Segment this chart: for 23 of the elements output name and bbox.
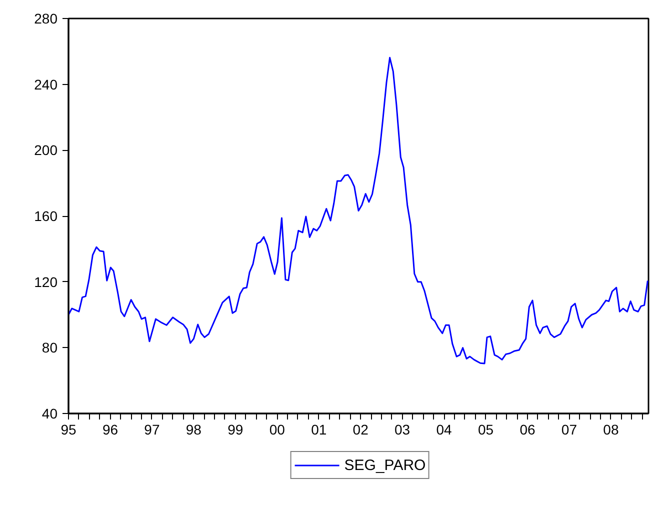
y-tick-label: 240 <box>34 76 58 92</box>
x-tick-label: 05 <box>478 422 494 438</box>
y-tick-label: 200 <box>34 142 58 158</box>
line-series <box>68 56 648 364</box>
x-tick-label: 08 <box>603 422 619 438</box>
x-tick-label: 03 <box>394 422 410 438</box>
x-tick-label: 02 <box>352 422 369 438</box>
x-tick-label: 01 <box>311 422 327 438</box>
x-tick-label: 97 <box>144 422 160 438</box>
legend-label: SEG_PARO <box>344 456 426 474</box>
x-tick-label: 95 <box>60 422 76 438</box>
x-tick-label: 04 <box>436 422 452 438</box>
x-tick-label: 99 <box>228 422 244 438</box>
y-tick-label: 280 <box>34 10 58 26</box>
x-tick-label: 06 <box>520 422 536 438</box>
x-tick-label: 07 <box>561 422 578 438</box>
y-tick-label: 120 <box>34 274 58 290</box>
y-tick-label: 160 <box>34 208 58 224</box>
y-tick-label: 40 <box>42 406 58 422</box>
x-tick-label: 96 <box>102 422 118 438</box>
x-tick-label: 98 <box>186 422 202 438</box>
x-tick-label: 00 <box>269 422 286 438</box>
y-tick-label: 80 <box>42 340 58 356</box>
